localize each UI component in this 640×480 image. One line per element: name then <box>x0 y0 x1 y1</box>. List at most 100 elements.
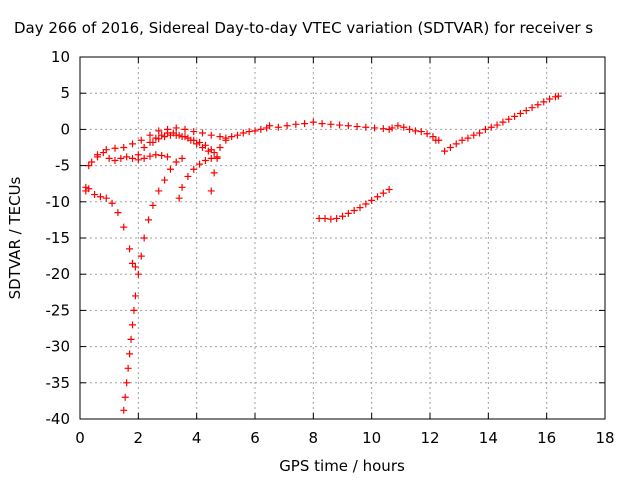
data-point <box>207 131 215 139</box>
data-point <box>126 245 134 253</box>
data-point <box>155 135 163 143</box>
data-point <box>318 120 326 128</box>
data-point <box>368 196 376 204</box>
series-7 <box>207 124 271 195</box>
data-point <box>181 125 189 133</box>
data-point <box>374 193 381 201</box>
series-11 <box>315 185 393 223</box>
data-point <box>96 193 104 201</box>
y-ticks: 10 5 0 -5 -10 -15 -20 -25 -30 -35 -40 <box>46 48 605 428</box>
y-tick-label: 0 <box>60 120 70 138</box>
series-10 <box>435 92 562 155</box>
data-point <box>146 152 154 160</box>
data-point <box>131 263 139 271</box>
x-tick-label: 0 <box>75 429 85 447</box>
data-point <box>178 183 186 191</box>
data-point <box>362 123 370 131</box>
data-point <box>127 335 135 343</box>
data-point <box>140 234 148 242</box>
y-tick-label: -10 <box>46 193 71 211</box>
data-point <box>207 146 215 154</box>
data-point <box>105 154 113 162</box>
data-point <box>216 133 224 141</box>
data-point <box>164 153 171 161</box>
data-point <box>199 129 206 137</box>
data-point <box>129 154 136 162</box>
y-tick-label: -35 <box>46 374 71 392</box>
x-tick-label: 18 <box>595 429 614 447</box>
data-point <box>131 292 139 300</box>
data-point <box>85 162 93 170</box>
data-point <box>470 131 478 139</box>
data-point <box>309 118 317 126</box>
data-point <box>406 125 414 133</box>
data-point <box>371 124 379 132</box>
y-tick-label: -25 <box>46 301 71 319</box>
data-point <box>111 157 119 165</box>
data-point <box>336 121 344 129</box>
data-point <box>499 118 507 126</box>
data-point <box>333 214 341 222</box>
data-point <box>102 194 110 202</box>
x-tick-label: 2 <box>134 429 144 447</box>
data-point <box>417 128 425 136</box>
data-point <box>196 160 204 168</box>
series-1 <box>82 149 171 191</box>
data-point <box>274 123 282 131</box>
data-point <box>184 134 192 142</box>
y-tick-label: 10 <box>51 48 70 66</box>
data-point <box>493 121 501 129</box>
x-tick-label: 12 <box>420 429 439 447</box>
data-point <box>344 209 352 217</box>
y-tick-label: 5 <box>60 84 70 102</box>
data-point <box>394 122 402 130</box>
y-tick-label: -20 <box>46 265 71 283</box>
data-point <box>120 406 128 414</box>
data-point <box>505 115 513 123</box>
data-point <box>464 134 472 142</box>
data-point <box>546 95 554 103</box>
data-point <box>172 124 180 132</box>
data-point <box>292 120 300 128</box>
data-point <box>379 125 387 133</box>
data-point <box>283 122 291 130</box>
data-point <box>178 154 186 162</box>
data-point <box>123 379 131 387</box>
data-point <box>540 98 548 106</box>
x-tick-label: 10 <box>362 429 381 447</box>
data-point <box>251 127 259 135</box>
y-axis-label: SDTVAR / TECUs <box>6 176 24 299</box>
data-point <box>207 187 215 195</box>
data-point <box>388 124 396 132</box>
data-point <box>210 169 218 177</box>
data-point <box>458 136 466 144</box>
data-point <box>178 133 186 141</box>
data-point <box>522 107 530 115</box>
data-point <box>161 133 169 141</box>
data-point <box>130 306 138 314</box>
data-point <box>190 128 198 136</box>
data-point <box>126 350 134 358</box>
data-point <box>327 215 335 223</box>
data-point <box>134 151 142 159</box>
data-point <box>516 109 524 117</box>
data-point <box>120 223 128 231</box>
data-point <box>239 129 247 137</box>
series-5 <box>149 131 215 154</box>
data-point <box>213 154 221 162</box>
data-point <box>216 144 224 151</box>
data-point <box>350 206 358 214</box>
data-point <box>149 201 157 209</box>
x-tick-label: 14 <box>479 429 498 447</box>
data-point <box>196 138 204 146</box>
data-point <box>120 144 128 151</box>
data-point <box>228 133 236 141</box>
data-point <box>452 140 460 148</box>
data-point <box>184 172 192 180</box>
data-point <box>140 154 148 162</box>
data-point <box>476 129 484 137</box>
data-point <box>245 128 253 136</box>
y-tick-label: -5 <box>55 157 70 175</box>
data-point <box>435 136 443 144</box>
data-point <box>152 151 160 159</box>
